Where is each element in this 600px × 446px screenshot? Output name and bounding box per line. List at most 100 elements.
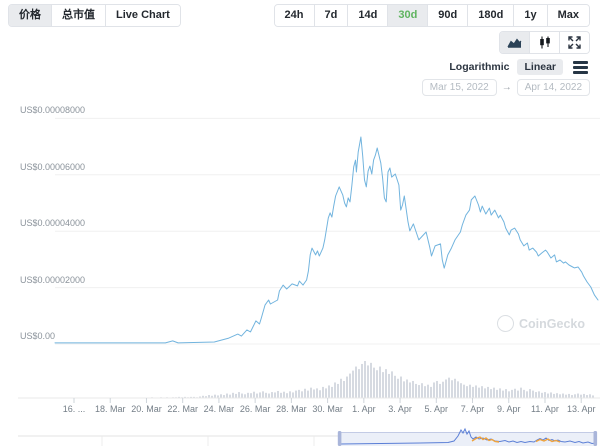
volume-bar [475, 385, 477, 398]
volume-bar [391, 371, 393, 398]
volume-bar [490, 389, 492, 398]
volume-bar [325, 388, 327, 398]
volume-bar [511, 389, 513, 398]
volume-bar [481, 386, 483, 398]
range-7d-button[interactable]: 7d [313, 5, 348, 26]
x-axis-label: 13. Apr [566, 404, 596, 414]
y-axis-label: US$0.00006000 [20, 162, 86, 172]
volume-bar [583, 393, 585, 398]
end-date-field[interactable]: Apr 14, 2022 [516, 79, 590, 96]
volume-bar [580, 394, 582, 398]
volume-bar [433, 382, 435, 398]
volume-bar [565, 394, 567, 398]
range-max-button[interactable]: Max [546, 5, 589, 26]
volume-bar [577, 393, 579, 398]
volume-bar [505, 389, 507, 398]
range-24h-button[interactable]: 24h [274, 5, 314, 26]
volume-bar [268, 393, 270, 398]
volume-bar [223, 395, 225, 398]
y-axis-label: US$0.00 [20, 331, 56, 341]
navigator-selection[interactable] [340, 432, 596, 446]
volume-bar [385, 369, 387, 398]
volume-bar [553, 393, 555, 398]
volume-bar [556, 393, 558, 398]
tab-live-chart[interactable]: Live Chart [105, 5, 180, 26]
volume-bar [346, 376, 348, 398]
volume-bar [253, 391, 255, 398]
y-axis-label: US$0.00008000 [20, 105, 86, 115]
scale-toggle: Logarithmic Linear [449, 59, 590, 76]
volume-bar [478, 387, 480, 398]
range-14d-button[interactable]: 14d [347, 5, 388, 26]
volume-bar [328, 385, 330, 398]
tab-market-cap[interactable]: 总市值 [51, 5, 105, 26]
chart-menu-button[interactable] [571, 59, 590, 76]
volume-bar [214, 394, 216, 398]
navigator-left-handle[interactable] [337, 431, 342, 446]
volume-bar [289, 391, 291, 398]
volume-bar [421, 383, 423, 398]
x-axis-label: 5. Apr [424, 404, 449, 414]
volume-bar [292, 392, 294, 398]
volume-bar [406, 379, 408, 398]
volume-bar [250, 393, 252, 398]
price-line-series [54, 136, 599, 344]
volume-bar [466, 386, 468, 398]
volume-bar [277, 390, 279, 398]
volume-bar [226, 393, 228, 398]
volume-bar [568, 393, 570, 398]
volume-bar [235, 393, 237, 398]
candlestick-button[interactable] [529, 32, 559, 53]
chart-mode-tabs: 价格 总市值 Live Chart [8, 4, 181, 27]
volume-bar [265, 392, 267, 398]
start-date-field[interactable]: Mar 15, 2022 [421, 79, 497, 96]
tab-price[interactable]: 价格 [9, 5, 51, 26]
fullscreen-button[interactable] [559, 32, 589, 53]
line-chart-button[interactable] [500, 32, 529, 53]
volume-bar [178, 396, 180, 398]
volume-bar [529, 389, 531, 398]
x-axis-label: 28. Mar [276, 404, 307, 414]
y-axis-label: US$0.00002000 [20, 275, 86, 285]
volume-bar [349, 373, 351, 398]
volume-bar [286, 393, 288, 398]
volume-bar [274, 392, 276, 398]
volume-bar [331, 386, 333, 398]
volume-bar [310, 387, 312, 398]
volume-bar [586, 395, 588, 398]
volume-bar [457, 381, 459, 398]
arrow-right-icon: → [501, 82, 512, 93]
volume-bar [442, 381, 444, 398]
volume-bar [538, 391, 540, 398]
candlestick-icon [539, 36, 550, 49]
range-1y-button[interactable]: 1y [513, 5, 547, 26]
volume-bar [574, 394, 576, 398]
volume-bar [232, 392, 234, 398]
volume-bar [244, 394, 246, 398]
volume-bar [445, 379, 447, 398]
volume-bar [388, 373, 390, 398]
navigator-right-handle[interactable] [593, 431, 598, 446]
y-axis-label: US$0.00004000 [20, 218, 86, 228]
volume-bar [340, 378, 342, 398]
volume-bar [484, 388, 486, 398]
volume-bar [220, 394, 222, 398]
volume-bar [526, 391, 528, 398]
volume-bar [193, 396, 195, 398]
volume-bar [496, 389, 498, 398]
volume-bar [502, 390, 504, 398]
volume-bar [409, 382, 411, 398]
volume-bar [397, 378, 399, 398]
range-90d-button[interactable]: 90d [427, 5, 468, 26]
volume-bar [211, 395, 213, 398]
volume-bar [454, 378, 456, 398]
chart-type-buttons [499, 31, 590, 54]
linear-toggle[interactable]: Linear [517, 59, 563, 76]
volume-bar [229, 394, 231, 398]
volume-bar [316, 388, 318, 398]
range-180d-button[interactable]: 180d [467, 5, 514, 26]
volume-bar [298, 389, 300, 398]
logarithmic-toggle[interactable]: Logarithmic [449, 61, 510, 74]
volume-bar [370, 362, 372, 398]
range-30d-button[interactable]: 30d [387, 5, 428, 26]
